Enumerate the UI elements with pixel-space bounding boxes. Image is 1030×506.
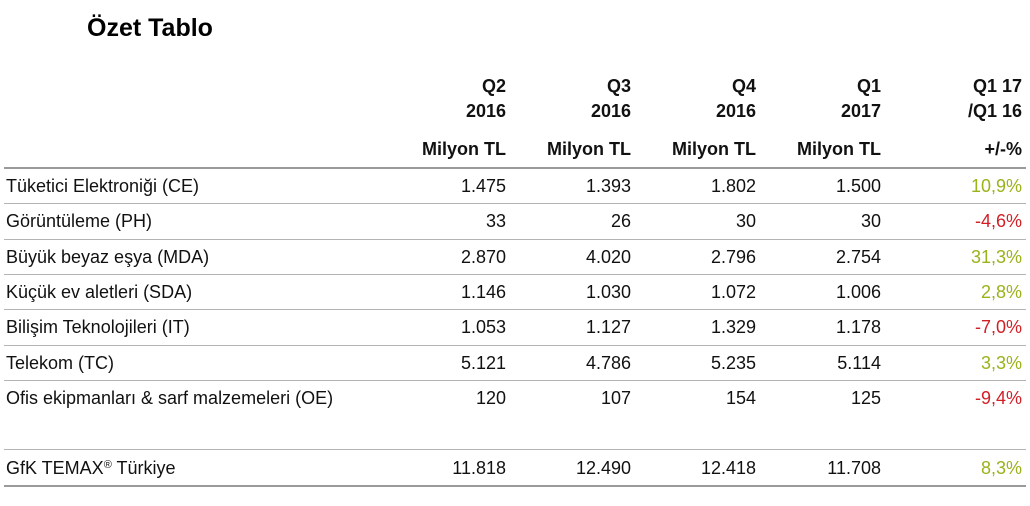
table-row: Tüketici Elektroniği (CE) 1.475 1.393 1.802…	[4, 169, 1026, 203]
table-row: Ofis ekipmanları & sarf malzemeleri (OE)…	[4, 381, 1026, 415]
row-change: -9,4%	[974, 387, 1022, 408]
row-value: 26	[610, 211, 631, 232]
column-header-line2: /Q1 16	[967, 101, 1022, 121]
row-value: 4.020	[585, 246, 631, 267]
row-change: 3,3%	[980, 352, 1022, 373]
table-row: Telekom (TC) 5.121 4.786 5.235 5.114 3,3%	[4, 346, 1026, 380]
row-value: 2.796	[710, 246, 756, 267]
row-divider	[4, 309, 1026, 311]
row-value: 125	[850, 387, 881, 408]
row-divider	[4, 379, 1026, 381]
row-label: Bilişim Teknolojileri (IT)	[6, 317, 190, 338]
total-value-q3-2016: 12.490	[575, 458, 631, 478]
column-header-change: Q1 17 /Q1 16	[912, 74, 1022, 124]
column-header-line2: 2016	[590, 101, 631, 121]
row-divider	[4, 238, 1026, 240]
row-value: 1.802	[710, 176, 756, 196]
row-value: 1.329	[710, 317, 756, 338]
row-divider	[4, 273, 1026, 275]
table-row: Büyük beyaz eşya (MDA) 2.870 4.020 2.796 2.7…	[4, 240, 1026, 274]
row-value: 107	[600, 387, 631, 408]
column-header-line2: 2016	[465, 101, 506, 121]
column-header-q1-2017: Q1 2017	[771, 74, 881, 124]
registered-mark: ®	[103, 459, 112, 471]
column-header-line1: Q1 17	[972, 76, 1022, 96]
row-value: 30	[735, 211, 756, 232]
row-value: 1.053	[460, 317, 506, 338]
total-label-main: GfK TEMAX	[6, 458, 104, 478]
total-divider-bottom	[4, 485, 1026, 487]
table-row: Küçük ev aletleri (SDA) 1.146 1.030 1.072 1.…	[4, 275, 1026, 309]
column-header-q2-2016: Q2 2016	[396, 74, 506, 124]
column-unit: Milyon TL	[422, 139, 506, 159]
row-label: Görüntüleme (PH)	[6, 211, 153, 232]
column-header-line1: Q3	[606, 76, 631, 96]
column-header-line2: 2016	[715, 101, 756, 121]
total-row-label: GfK TEMAX® Türkiye	[6, 458, 176, 479]
total-label-rest: Türkiye	[111, 458, 176, 478]
column-unit: Milyon TL	[547, 139, 631, 159]
column-header-line1: Q4	[731, 76, 756, 96]
row-value: 1.006	[835, 281, 881, 302]
total-divider-top	[4, 449, 1026, 450]
total-value-q4-2016: 12.418	[700, 458, 756, 478]
row-change: -4,6%	[974, 211, 1022, 232]
row-value: 154	[725, 387, 756, 408]
row-value: 4.786	[585, 352, 631, 373]
table-row: Görüntüleme (PH) 33 26 30 30 -4,6%	[4, 204, 1026, 238]
column-header-q3-2016: Q3 2016	[521, 74, 631, 124]
row-value: 1.393	[585, 176, 631, 196]
row-value: 2.870	[460, 246, 506, 267]
row-value: 1.127	[585, 317, 631, 338]
row-value: 33	[485, 211, 506, 232]
page-title: Özet Tablo	[87, 14, 213, 42]
column-unit: Milyon TL	[797, 139, 881, 159]
row-label: Telekom (TC)	[6, 352, 115, 373]
total-value-q1-2017: 11.708	[827, 458, 881, 478]
row-change: 2,8%	[980, 281, 1022, 302]
row-change: 10,9%	[970, 176, 1022, 196]
row-label: Tüketici Elektroniği (CE)	[6, 176, 200, 196]
row-label: Büyük beyaz eşya (MDA)	[6, 246, 210, 267]
row-value: 30	[860, 211, 881, 232]
row-value: 5.235	[710, 352, 756, 373]
row-divider	[4, 203, 1026, 205]
column-header-line1: Q1	[856, 76, 881, 96]
row-value: 5.114	[837, 352, 881, 373]
row-value: 1.072	[710, 281, 756, 302]
row-divider	[4, 344, 1026, 346]
row-value: 120	[475, 387, 506, 408]
row-value: 5.121	[460, 352, 506, 373]
row-change: 31,3%	[970, 246, 1022, 267]
column-header-line1: Q2	[481, 76, 506, 96]
row-value: 2.754	[835, 246, 881, 267]
column-unit: +/-%	[984, 139, 1022, 159]
header-divider	[4, 167, 1026, 169]
total-row: GfK TEMAX® Türkiye 11.818 12.490 12.418 …	[4, 451, 1026, 485]
column-unit: Milyon TL	[672, 139, 756, 159]
row-value: 1.178	[835, 317, 881, 338]
table-row: Bilişim Teknolojileri (IT) 1.053 1.127 1.32…	[4, 310, 1026, 344]
column-header-q4-2016: Q4 2016	[646, 74, 756, 124]
row-change: -7,0%	[974, 317, 1022, 338]
total-change: 8,3%	[980, 458, 1022, 478]
column-header-line2: 2017	[840, 101, 881, 121]
row-value: 1.500	[835, 176, 881, 196]
row-value: 1.030	[585, 281, 631, 302]
row-label: Ofis ekipmanları & sarf malzemeleri (OE)	[6, 387, 334, 408]
row-label: Küçük ev aletleri (SDA)	[6, 281, 193, 302]
row-value: 1.475	[460, 176, 506, 196]
row-value: 1.146	[460, 281, 506, 302]
total-value-q2-2016: 11.818	[452, 458, 506, 478]
